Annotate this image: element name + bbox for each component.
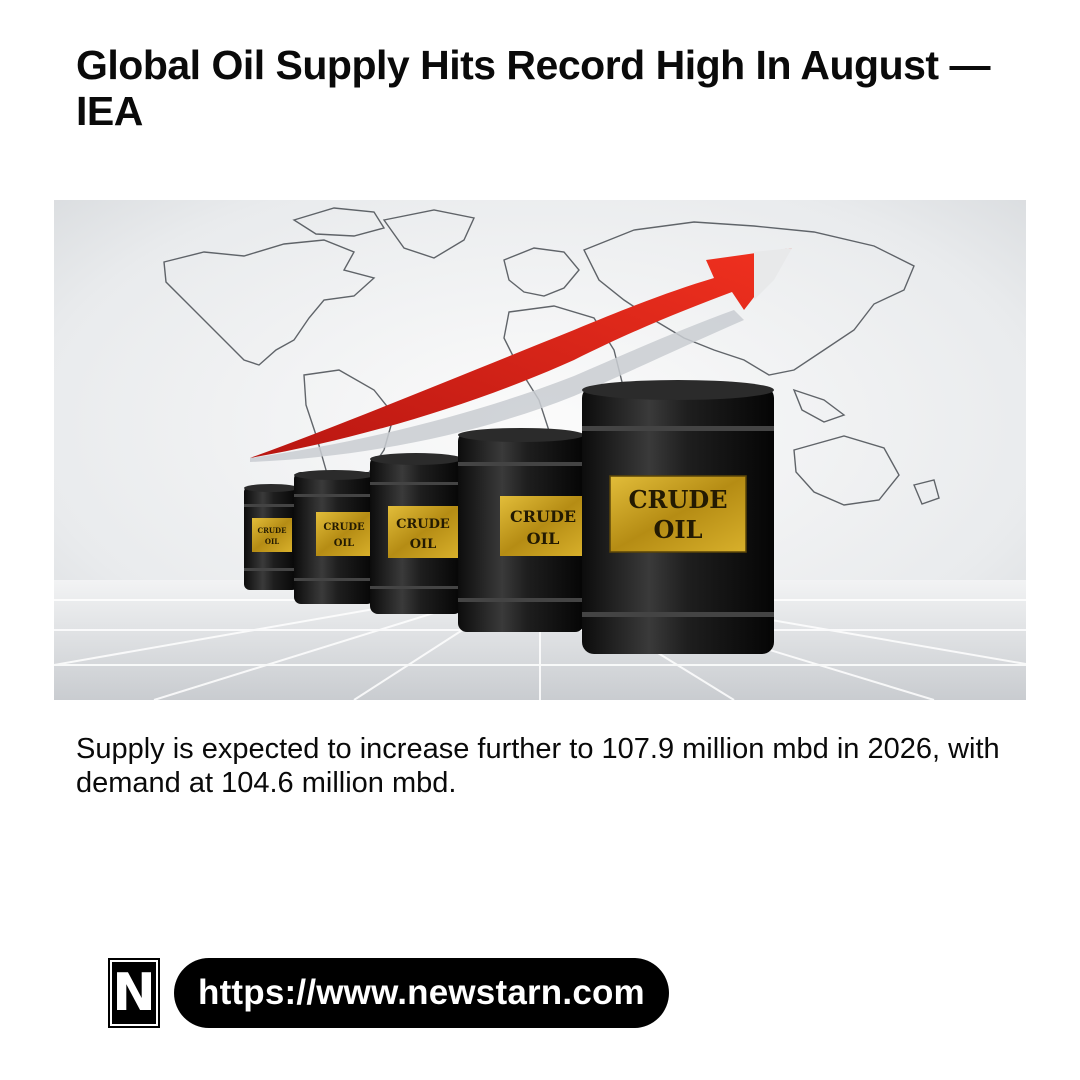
barrel-2-label-crude: CRUDE — [323, 522, 365, 533]
barrel-1-label-crude: CRUDE — [258, 526, 287, 535]
growth-arrow-icon — [250, 248, 792, 462]
newstarn-logo: N — [108, 958, 160, 1028]
barrel-1-label-oil: OIL — [265, 537, 279, 546]
article-summary: Supply is expected to increase further t… — [76, 733, 1000, 799]
barrel-5: CRUDE OIL — [582, 380, 774, 654]
barrel-4-label-crude: CRUDE — [510, 507, 576, 526]
barrel-2-label-oil: OIL — [334, 538, 354, 549]
barrel-3 — [370, 453, 462, 614]
barrel-label-oil: OIL — [653, 515, 702, 544]
world-map — [163, 207, 940, 514]
footer: N https://www.newstarn.com — [108, 958, 669, 1028]
barrel-label-crude: CRUDE — [628, 485, 727, 514]
barrel-1 — [244, 484, 298, 590]
barrel-2 — [294, 470, 374, 604]
barrel-4 — [458, 428, 584, 632]
barrel-4-label-oil: OIL — [527, 529, 560, 548]
hero-image: CRUDE OIL CRUDE OIL CRUDE OIL CRUDE OIL … — [54, 200, 1026, 700]
article-headline: Global Oil Supply Hits Record High In Au… — [76, 42, 990, 134]
barrel-3-label-oil: OIL — [410, 537, 437, 552]
logo-letter: N — [112, 962, 156, 1024]
barrel-3-label-crude: CRUDE — [396, 517, 450, 532]
website-url-link[interactable]: https://www.newstarn.com — [174, 958, 669, 1028]
